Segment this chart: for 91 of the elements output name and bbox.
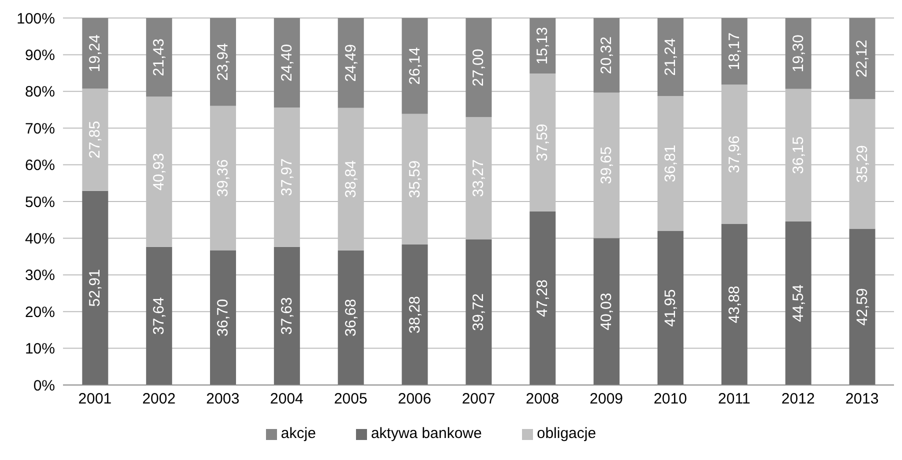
y-tick-label: 80% xyxy=(24,84,55,101)
bar xyxy=(338,250,364,385)
bar xyxy=(210,18,236,106)
data-label: 36,70 xyxy=(214,298,232,336)
bar xyxy=(82,18,108,89)
data-label: 20,32 xyxy=(598,36,616,74)
legend-label: obligacje xyxy=(536,425,596,442)
x-tick-label: 2013 xyxy=(845,390,879,408)
data-label: 44,54 xyxy=(790,284,807,322)
data-label: 27,85 xyxy=(86,120,104,158)
bar xyxy=(785,222,812,385)
x-tick-label: 2003 xyxy=(206,390,240,408)
data-label: 19,24 xyxy=(86,34,104,72)
data-label: 27,00 xyxy=(470,48,488,86)
y-tick-label: 60% xyxy=(24,157,55,174)
data-label: 35,29 xyxy=(854,145,871,183)
data-label: 35,59 xyxy=(406,160,424,198)
data-label: 41,95 xyxy=(662,289,679,327)
data-label: 22,12 xyxy=(854,40,871,78)
data-label: 18,17 xyxy=(726,32,743,70)
bar xyxy=(274,18,300,108)
x-tick-label: 2007 xyxy=(462,390,496,408)
y-tick-label: 10% xyxy=(24,340,55,358)
bar xyxy=(849,228,876,385)
data-label: 24,40 xyxy=(278,44,296,82)
data-label: 15,13 xyxy=(534,26,552,65)
x-tick-label: 2005 xyxy=(334,390,368,408)
bar xyxy=(466,239,492,385)
y-tick-label: 50% xyxy=(24,194,55,211)
data-label: 39,36 xyxy=(214,159,232,197)
data-label: 43,88 xyxy=(726,286,743,324)
bar xyxy=(594,18,620,93)
data-label: 36,15 xyxy=(790,136,807,174)
data-label: 40,03 xyxy=(598,292,616,330)
data-label: 36,81 xyxy=(662,144,679,182)
x-tick-label: 2006 xyxy=(398,390,432,408)
data-label: 36,68 xyxy=(342,298,360,336)
bar xyxy=(338,18,364,108)
x-tick-label: 2010 xyxy=(654,390,687,408)
y-tick-label: 0% xyxy=(33,377,55,394)
data-label: 26,14 xyxy=(406,47,424,85)
x-tick-label: 2011 xyxy=(718,390,750,408)
x-tick-label: 2002 xyxy=(142,390,176,408)
data-label: 19,30 xyxy=(790,34,807,72)
bar xyxy=(82,190,108,385)
bar xyxy=(466,18,492,118)
y-tick-label: 40% xyxy=(24,230,55,248)
data-label: 37,59 xyxy=(534,124,552,162)
bar xyxy=(274,246,300,385)
data-label: 37,96 xyxy=(726,136,743,174)
bar xyxy=(402,18,428,114)
y-tick-label: 100% xyxy=(16,10,55,28)
data-label: 37,64 xyxy=(150,297,168,335)
bar xyxy=(146,18,172,97)
data-label: 37,97 xyxy=(278,158,296,196)
x-tick-label: 2001 xyxy=(78,390,112,408)
data-label: 39,65 xyxy=(598,146,616,184)
data-label: 52,91 xyxy=(86,269,104,307)
x-tick-label: 2008 xyxy=(526,390,560,408)
data-label: 39,72 xyxy=(470,293,488,331)
y-tick-label: 30% xyxy=(24,267,55,284)
data-label: 38,28 xyxy=(406,296,424,334)
bar xyxy=(785,18,812,89)
bar xyxy=(657,18,684,96)
data-label: 38,84 xyxy=(342,160,360,198)
bar xyxy=(657,231,684,385)
x-tick-label: 2009 xyxy=(590,390,624,408)
bar xyxy=(402,244,428,385)
data-label: 42,59 xyxy=(854,288,871,326)
data-label: 47,28 xyxy=(534,279,552,318)
data-label: 21,43 xyxy=(150,38,168,76)
data-label: 23,94 xyxy=(214,43,232,81)
y-tick-label: 20% xyxy=(24,304,55,321)
data-label: 37,63 xyxy=(278,297,296,335)
legend-label: aktywa bankowe xyxy=(370,425,482,442)
y-tick-label: 90% xyxy=(24,47,55,64)
x-tick-label: 2012 xyxy=(781,390,815,408)
bar xyxy=(210,250,236,385)
bar xyxy=(146,246,172,385)
data-label: 24,49 xyxy=(342,44,360,82)
data-label: 21,24 xyxy=(662,38,679,76)
x-tick-label: 2004 xyxy=(270,390,304,408)
data-label: 40,93 xyxy=(150,152,168,191)
bar xyxy=(530,211,556,385)
bar xyxy=(594,238,620,385)
bar xyxy=(721,18,748,85)
bar xyxy=(849,18,876,100)
data-label: 33,27 xyxy=(470,159,488,197)
legend-label: akcje xyxy=(280,425,316,442)
bar xyxy=(721,224,748,385)
y-tick-label: 70% xyxy=(24,120,55,138)
